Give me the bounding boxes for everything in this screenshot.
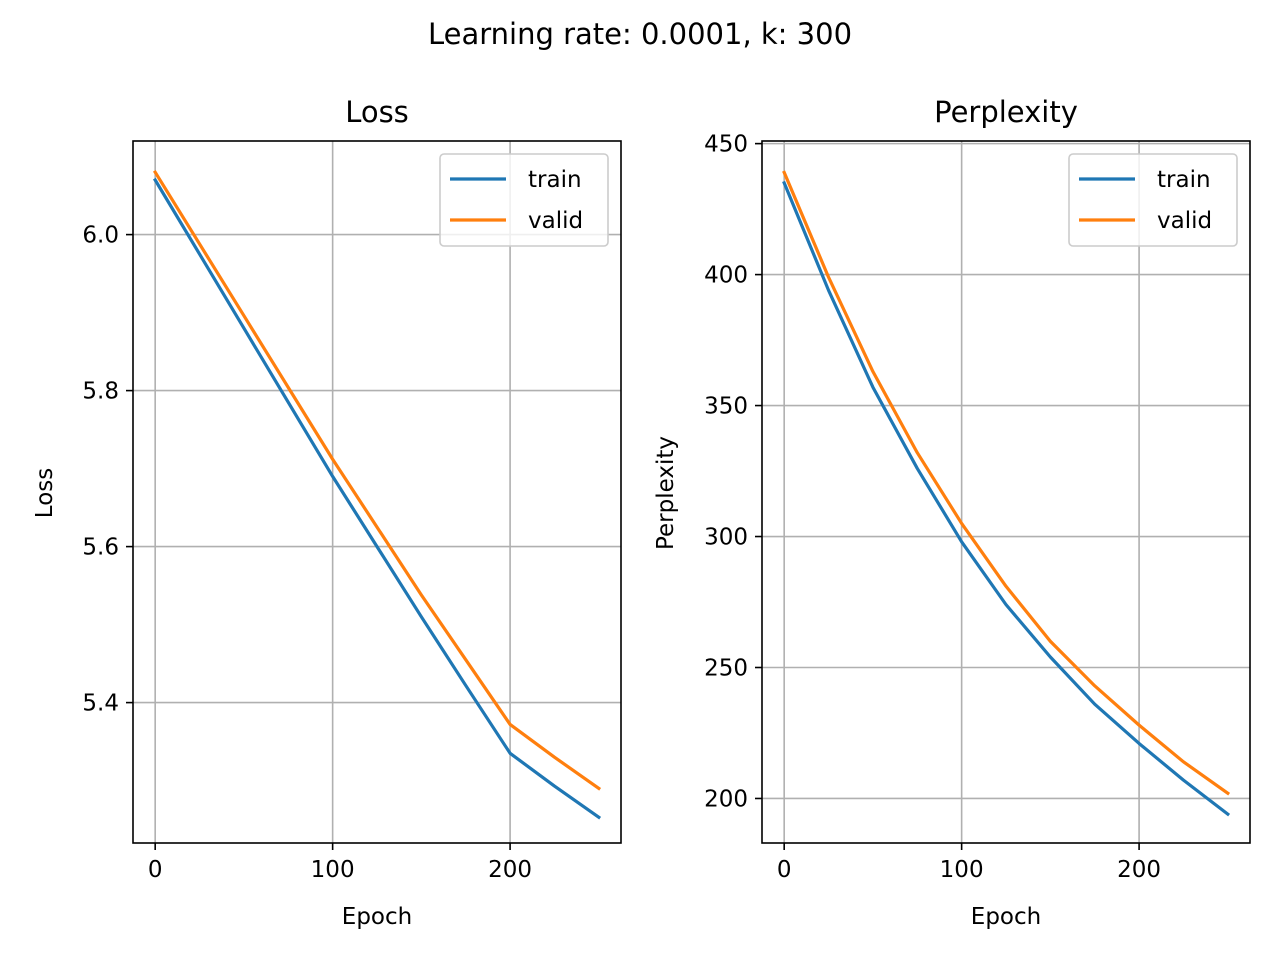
perplexity-x-tick-label: 100 — [940, 857, 984, 883]
loss-y-tick-label: 5.6 — [82, 535, 119, 561]
perplexity-series-valid — [782, 170, 1231, 796]
loss-y-tick-label: 5.8 — [82, 379, 119, 405]
perplexity-panel-title: Perplexity — [934, 95, 1078, 129]
perplexity-y-tick-label: 400 — [704, 263, 748, 289]
loss-x-axis-label: Epoch — [342, 904, 412, 930]
loss-series-train — [152, 177, 602, 820]
perplexity-y-axis-label: Perplexity — [653, 436, 679, 550]
loss-y-tick-label: 5.4 — [82, 691, 119, 717]
perplexity-y-tick-label: 200 — [704, 786, 748, 812]
perplexity-legend-label-train: train — [1157, 167, 1211, 193]
loss-plot-area: 0 100 200 5.4 5.6 5.8 6.0 train valid — [82, 140, 622, 883]
loss-legend: train valid — [439, 153, 609, 247]
perplexity-x-tick-label: 200 — [1117, 857, 1161, 883]
loss-axes-frame — [132, 140, 622, 844]
loss-legend-label-valid: valid — [528, 208, 583, 234]
panel-loss: Loss Epoch Loss — [32, 95, 412, 930]
perplexity-legend-label-valid: valid — [1157, 208, 1212, 234]
perplexity-axes-frame — [761, 140, 1251, 844]
perplexity-legend: train valid — [1068, 153, 1238, 247]
loss-panel-title: Loss — [345, 95, 409, 129]
perplexity-legend-box — [1068, 153, 1238, 247]
perplexity-series-train — [782, 180, 1231, 817]
perplexity-y-tick-label: 450 — [704, 132, 748, 158]
perplexity-plot-area: 0 100 200 200 250 300 350 400 450 train valid — [704, 132, 1251, 883]
loss-legend-box — [439, 153, 609, 247]
figure-suptitle: Learning rate: 0.0001, k: 300 — [428, 17, 852, 51]
loss-series-valid — [152, 169, 602, 791]
loss-x-tick-label: 0 — [148, 857, 163, 883]
loss-y-tick-label: 6.0 — [82, 223, 119, 249]
perplexity-y-tick-label: 350 — [704, 394, 748, 420]
loss-x-tick-label: 100 — [311, 857, 355, 883]
perplexity-x-axis-label: Epoch — [971, 904, 1041, 930]
perplexity-y-tick-label: 300 — [704, 525, 748, 551]
perplexity-y-tick-label: 250 — [704, 656, 748, 682]
panel-perplexity: Perplexity Epoch Perplexity — [653, 95, 1078, 930]
loss-y-axis-label: Loss — [32, 468, 58, 518]
loss-legend-label-train: train — [528, 167, 582, 193]
loss-x-tick-label: 200 — [488, 857, 532, 883]
perplexity-x-tick-label: 0 — [777, 857, 792, 883]
